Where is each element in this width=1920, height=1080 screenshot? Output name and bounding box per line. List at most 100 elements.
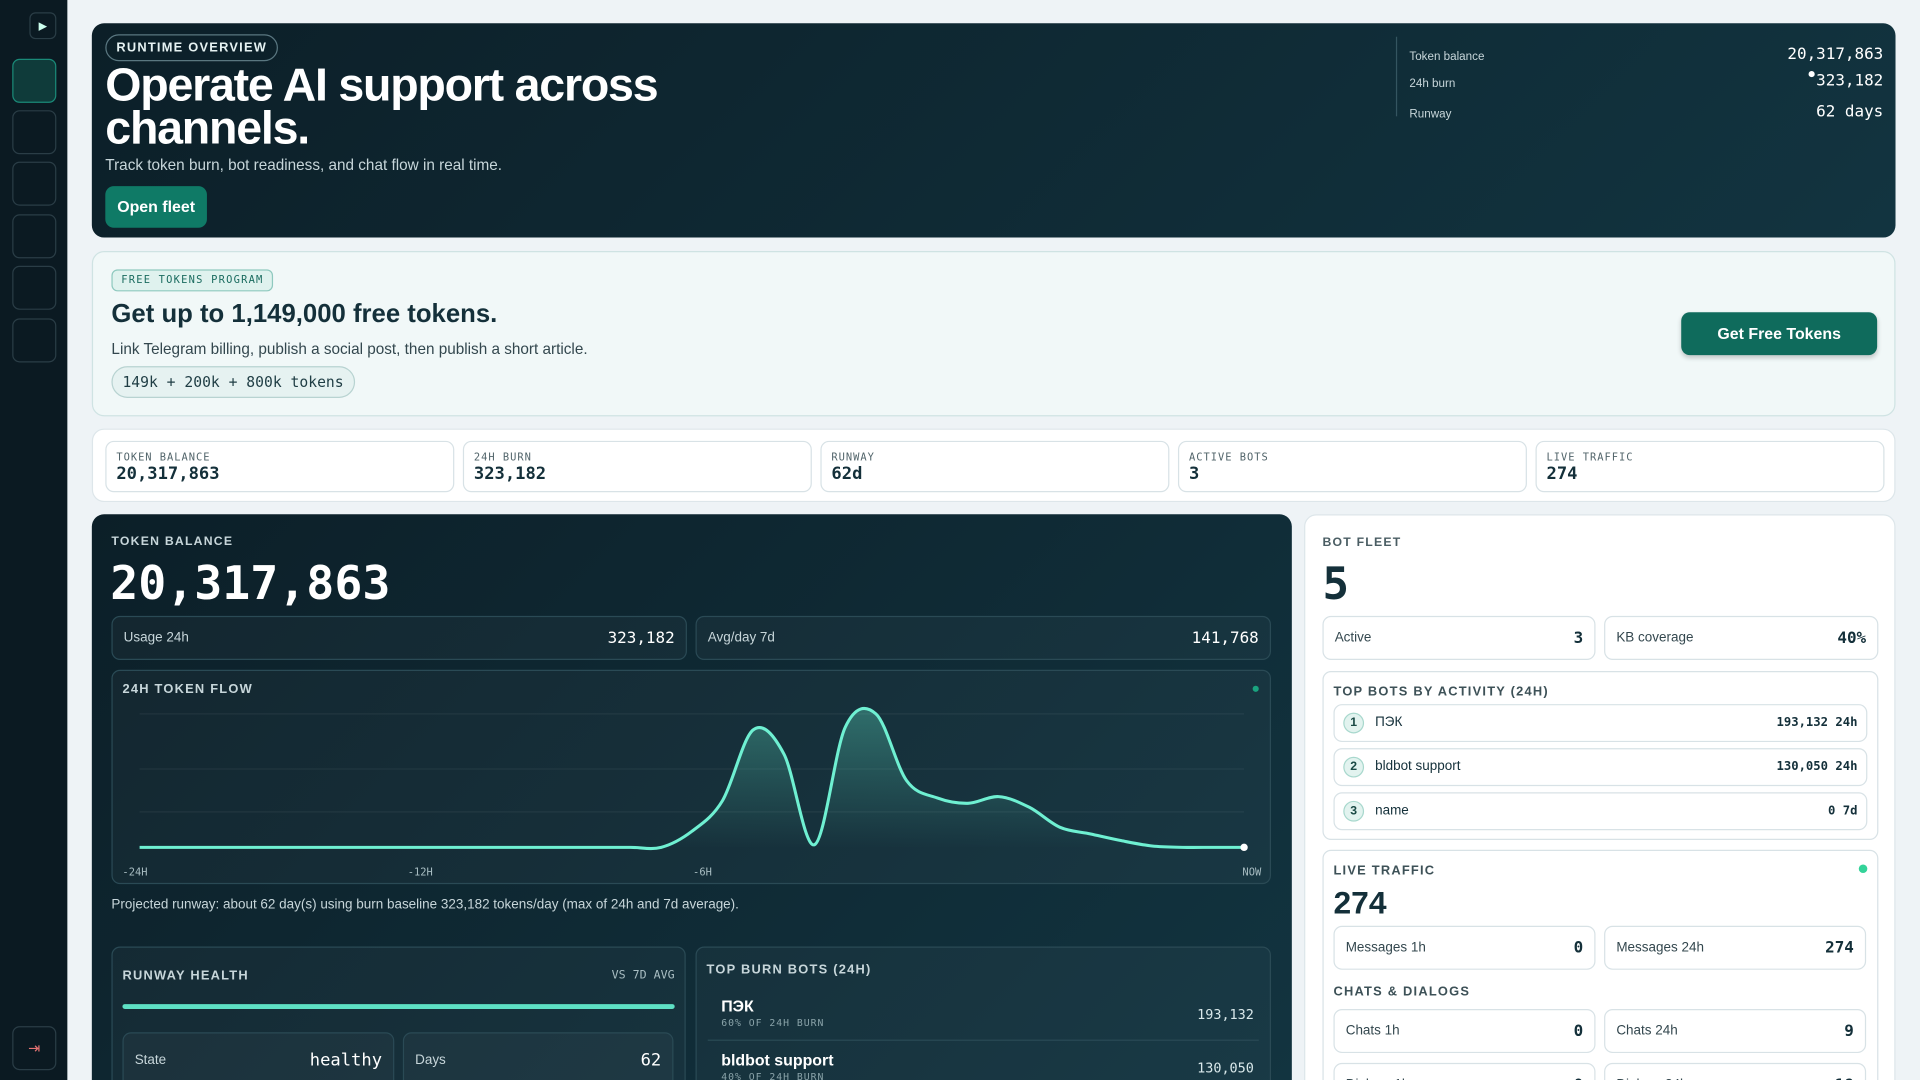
burn-panel: TOP BURN BOTS (24H) ПЭК 60% OF 24H BURN 19… <box>695 946 1272 1080</box>
stat-value: 0 <box>1573 1021 1584 1041</box>
stat-label: Usage 24h <box>123 630 189 646</box>
toggle[interactable]: ▶ <box>29 12 57 40</box>
x-label: NOW <box>1242 867 1262 879</box>
bot-name: bldbot support <box>721 1050 834 1069</box>
rank: 1 <box>1343 712 1365 734</box>
rank: 2 <box>1343 756 1365 778</box>
stat-box: Chats 1h 0 <box>1333 1008 1596 1054</box>
label: BOT FLEET <box>1322 536 1402 550</box>
kpi-card: 24H BURN 323,182 <box>462 440 812 493</box>
stat-value: 323,182 <box>1816 72 1884 91</box>
status-dot <box>1252 685 1259 692</box>
label: TOKEN BALANCE <box>111 535 234 549</box>
bot-name: ПЭК <box>1375 715 1403 730</box>
stat-value: 0 <box>1574 1076 1584 1080</box>
bot-share: 40% OF 24H BURN <box>721 1071 825 1080</box>
flow-chart: -24H -12H -6H NOW <box>122 706 1262 879</box>
badge: FREE TOKENS PROGRAM <box>111 269 274 292</box>
stat-value: 9 <box>1844 1021 1854 1041</box>
x-label: -12H <box>408 867 433 879</box>
stat-label: Chats 1h <box>1345 1023 1400 1039</box>
promo-title: Get up to 1,149,000 free tokens. <box>111 300 498 329</box>
divider <box>1395 36 1398 117</box>
item-value: 62 <box>640 1050 662 1071</box>
top-title: TOP BOTS BY ACTIVITY (24H) <box>1333 684 1549 700</box>
nav-docs[interactable] <box>12 265 57 310</box>
live-dot <box>1858 864 1868 874</box>
item-label: State <box>134 1053 167 1068</box>
nav-bots[interactable] <box>12 110 57 155</box>
kpi-value: 274 <box>1546 464 1578 484</box>
item-value: healthy <box>309 1050 383 1071</box>
traffic: LIVE TRAFFIC 274 CHATS & DIALOGS Message… <box>1322 849 1879 1080</box>
flow-area <box>139 708 1245 849</box>
bot-row: 3 name 0 7d <box>1333 792 1868 831</box>
runway-item: Days 62 <box>402 1032 674 1080</box>
stat-value: 3 <box>1573 628 1584 648</box>
balance-card: TOKEN BALANCE 20,317,863 24H TOKEN FLOW … <box>91 514 1292 1080</box>
get-tokens-button[interactable]: Get Free Tokens <box>1681 312 1878 356</box>
logout[interactable]: ⇥ <box>12 1026 57 1071</box>
stat-label: KB coverage <box>1616 630 1694 646</box>
kpi-card: LIVE TRAFFIC 274 <box>1535 440 1885 493</box>
flow-line <box>139 706 1245 851</box>
hero-subtitle: Track token burn, bot readiness, and cha… <box>105 156 503 174</box>
nav-settings[interactable] <box>12 318 57 363</box>
kpi-label: 24H BURN <box>473 451 532 465</box>
bot-value: 193,132 <box>1197 1006 1254 1023</box>
balance-value: 20,317,863 <box>110 555 391 610</box>
runway-item: State healthy <box>122 1032 395 1080</box>
stat-box: Messages 24h 274 <box>1604 925 1867 970</box>
stat-value: 141,768 <box>1191 628 1259 648</box>
open-fleet-button[interactable]: Open fleet <box>105 186 207 228</box>
stat-value: 0 <box>1573 938 1584 957</box>
stat-label: 24h burn <box>1409 77 1456 91</box>
runway-bar <box>122 1004 675 1009</box>
bot-value: 130,050 <box>1197 1060 1254 1077</box>
stat-value: 62 days <box>1816 102 1884 122</box>
stat-label: Dialogs 1h <box>1346 1078 1410 1080</box>
kpi-card: TOKEN BALANCE 20,317,863 <box>105 440 455 493</box>
stat-box: Dialogs 24h 18 <box>1604 1062 1867 1080</box>
stat-label: Avg/day 7d <box>707 630 775 646</box>
bot-share: 60% OF 24H BURN <box>721 1017 825 1029</box>
stat-box: KB coverage 40% <box>1604 615 1879 660</box>
stat-label: Token balance <box>1409 50 1485 64</box>
nav-activity[interactable] <box>12 161 57 206</box>
rank: 3 <box>1343 800 1365 822</box>
kpi-card: ACTIVE BOTS 3 <box>1177 440 1527 493</box>
stat-box: Active 3 <box>1322 615 1596 660</box>
top-bots: TOP BOTS BY ACTIVITY (24H) 1 ПЭК 193,132 2… <box>1322 671 1879 840</box>
traffic-value: 274 <box>1333 884 1387 921</box>
kpi-strip: TOKEN BALANCE 20,317,863 24H BURN 323,182 RU… <box>91 428 1896 503</box>
kpi-value: 62d <box>831 464 863 484</box>
bot-name: bldbot support <box>1375 759 1461 774</box>
promo: FREE TOKENS PROGRAM Get up to 1,149,000 … <box>91 251 1896 417</box>
fleet-card: BOT FLEET 5 TOP BOTS BY ACTIVITY (24H) 1… <box>1304 514 1896 1080</box>
item-label: Days <box>415 1053 446 1068</box>
bot-name: ПЭК <box>721 996 754 1016</box>
promo-text: Link Telegram billing, publish a social … <box>111 340 588 358</box>
badge: RUNTIME OVERVIEW <box>105 34 279 62</box>
x-label: -24H <box>122 867 147 879</box>
hero: RUNTIME OVERVIEW Operate AI support acro… <box>91 23 1896 238</box>
stat-value: 40% <box>1837 628 1867 648</box>
stat-label: Messages 24h <box>1616 940 1704 956</box>
nav-billing[interactable] <box>12 214 57 259</box>
stat-label: Active <box>1334 630 1372 646</box>
burn-title: TOP BURN BOTS (24H) <box>706 962 872 978</box>
sidebar: ▶ ⇥ <box>0 0 68 1080</box>
kpi-value: 20,317,863 <box>116 464 220 484</box>
nav-dashboard[interactable] <box>12 58 57 103</box>
stat-label: Dialogs 24h <box>1616 1078 1687 1080</box>
runway-note: Projected runway: about 62 day(s) using … <box>111 897 739 913</box>
stat-label: Runway <box>1409 107 1452 122</box>
now-dot <box>1240 843 1248 852</box>
kpi-label: RUNWAY <box>831 451 875 465</box>
fleet-value: 5 <box>1322 559 1350 610</box>
kpi-label: ACTIVE BOTS <box>1188 451 1269 465</box>
chats-title: CHATS & DIALOGS <box>1333 984 1471 1000</box>
bot-row: 2 bldbot support 130,050 24h <box>1333 748 1868 787</box>
stat-value: 323,182 <box>607 628 675 648</box>
